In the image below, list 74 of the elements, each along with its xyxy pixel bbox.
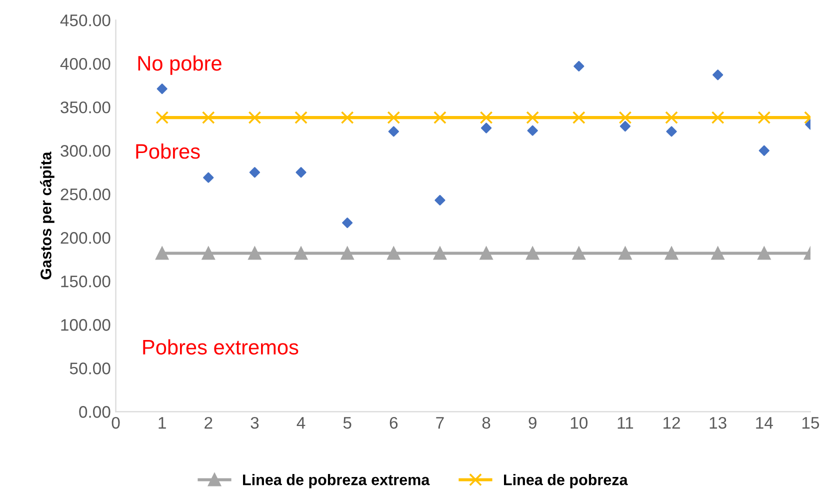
point — [202, 111, 215, 124]
point — [666, 126, 677, 137]
legend-label: Linea de pobreza — [504, 474, 628, 488]
point — [342, 218, 353, 228]
point — [758, 246, 771, 260]
point — [248, 246, 262, 260]
point — [618, 111, 632, 124]
point — [480, 111, 493, 124]
y-axis-title: Gastos per cápita — [40, 152, 54, 280]
point — [572, 246, 586, 260]
x-tick-label: 11 — [618, 417, 634, 429]
y-tick-label: 300.00 — [60, 145, 110, 157]
x-tick-label: 8 — [482, 416, 490, 429]
point — [711, 111, 724, 124]
annotation: No pobre — [138, 55, 222, 75]
y-tick-label: 450.00 — [60, 14, 110, 26]
y-tick-label: 250.00 — [60, 188, 110, 200]
point — [203, 172, 214, 183]
point — [758, 145, 770, 156]
point — [434, 194, 446, 206]
point — [434, 246, 446, 260]
point — [296, 167, 306, 178]
point — [526, 111, 540, 124]
point — [665, 246, 678, 260]
legend-label: Linea de pobreza extrema — [243, 474, 430, 488]
point — [156, 84, 168, 94]
point — [527, 125, 538, 136]
point — [480, 122, 492, 134]
x-tick-label: 7 — [436, 417, 444, 429]
point — [294, 111, 308, 124]
point — [480, 246, 493, 260]
x-tick-label: 10 — [570, 416, 588, 429]
y-tick-label: 100.00 — [61, 319, 110, 331]
point — [294, 246, 308, 260]
y-tick-label: 350.00 — [60, 101, 110, 114]
x-tick-label: 2 — [204, 416, 212, 429]
x-tick-label: 5 — [343, 417, 352, 429]
point — [618, 246, 632, 260]
point — [156, 246, 169, 260]
x-tick-label: 15 — [802, 417, 820, 429]
point — [711, 246, 724, 260]
annotation: Pobres extremos — [143, 339, 298, 355]
point — [758, 111, 771, 124]
y-tick-label: 0.00 — [79, 406, 110, 418]
x-tick-label: 4 — [296, 417, 306, 429]
point — [202, 246, 215, 260]
point — [340, 111, 354, 124]
x-tick-label: 3 — [250, 416, 259, 429]
point — [526, 246, 540, 260]
x-tick-label: 1 — [158, 417, 166, 429]
point — [388, 126, 399, 137]
point — [248, 111, 262, 124]
x-tick-label: 0 — [112, 416, 120, 429]
point — [387, 111, 400, 124]
y-tick-label: 200.00 — [60, 232, 110, 244]
annotation: Pobres — [136, 144, 200, 159]
point — [620, 120, 631, 132]
point — [156, 111, 169, 124]
x-tick-label: 9 — [528, 416, 536, 429]
x-tick-label: 14 — [756, 417, 773, 429]
point — [340, 246, 354, 260]
point — [572, 111, 586, 124]
x-tick-label: 12 — [664, 416, 680, 429]
point — [712, 70, 724, 80]
y-tick-label: 400.00 — [60, 58, 110, 70]
y-tick-label: 50.00 — [70, 362, 110, 374]
point — [387, 246, 400, 260]
point — [574, 60, 584, 72]
y-tick-label: 150.00 — [61, 276, 110, 288]
point — [249, 167, 260, 178]
x-tick-label: 6 — [390, 416, 398, 429]
point — [665, 111, 678, 124]
point — [434, 111, 446, 124]
x-tick-label: 13 — [710, 416, 726, 429]
